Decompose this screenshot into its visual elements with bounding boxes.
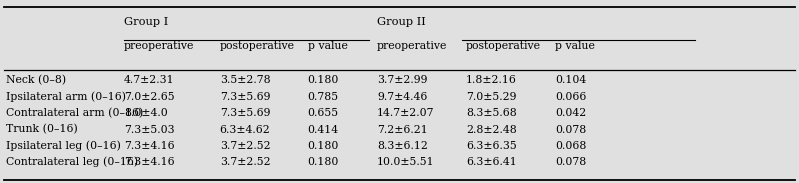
Text: 0.414: 0.414 bbox=[308, 124, 339, 135]
Text: 0.066: 0.066 bbox=[555, 92, 586, 102]
Text: Trunk (0–16): Trunk (0–16) bbox=[6, 124, 78, 135]
Text: 6.3±4.62: 6.3±4.62 bbox=[220, 124, 271, 135]
Text: 7.3±5.03: 7.3±5.03 bbox=[124, 124, 174, 135]
Text: 0.078: 0.078 bbox=[555, 124, 586, 135]
Text: Group I: Group I bbox=[124, 16, 168, 27]
Text: 7.3±4.16: 7.3±4.16 bbox=[124, 141, 174, 151]
Text: p value: p value bbox=[555, 41, 595, 51]
Text: 1.8±2.16: 1.8±2.16 bbox=[466, 75, 517, 85]
Text: Ipsilateral leg (0–16): Ipsilateral leg (0–16) bbox=[6, 140, 121, 151]
Text: 0.180: 0.180 bbox=[308, 75, 339, 85]
Text: 10.0±5.51: 10.0±5.51 bbox=[377, 157, 435, 167]
Text: Neck (0–8): Neck (0–8) bbox=[6, 75, 66, 85]
Text: postoperative: postoperative bbox=[220, 41, 295, 51]
Text: 2.8±2.48: 2.8±2.48 bbox=[466, 124, 517, 135]
Text: 0.785: 0.785 bbox=[308, 92, 339, 102]
Text: 0.655: 0.655 bbox=[308, 108, 339, 118]
Text: 4.7±2.31: 4.7±2.31 bbox=[124, 75, 174, 85]
Text: Contralateral arm (0–16): Contralateral arm (0–16) bbox=[6, 108, 144, 118]
Text: 3.7±2.99: 3.7±2.99 bbox=[377, 75, 427, 85]
Text: Contralateral leg (0–16): Contralateral leg (0–16) bbox=[6, 157, 138, 167]
Text: 0.180: 0.180 bbox=[308, 157, 339, 167]
Text: 6.3±6.41: 6.3±6.41 bbox=[466, 157, 517, 167]
Text: 7.3±4.16: 7.3±4.16 bbox=[124, 157, 174, 167]
Text: 3.7±2.52: 3.7±2.52 bbox=[220, 141, 270, 151]
Text: 0.104: 0.104 bbox=[555, 75, 586, 85]
Text: 0.068: 0.068 bbox=[555, 141, 586, 151]
Text: 3.7±2.52: 3.7±2.52 bbox=[220, 157, 270, 167]
Text: Ipsilateral arm (0–16): Ipsilateral arm (0–16) bbox=[6, 91, 126, 102]
Text: 8.0±4.0: 8.0±4.0 bbox=[124, 108, 168, 118]
Text: 0.078: 0.078 bbox=[555, 157, 586, 167]
Text: 0.180: 0.180 bbox=[308, 141, 339, 151]
Text: 8.3±5.68: 8.3±5.68 bbox=[466, 108, 517, 118]
Text: 7.0±2.65: 7.0±2.65 bbox=[124, 92, 174, 102]
Text: 3.5±2.78: 3.5±2.78 bbox=[220, 75, 270, 85]
Text: Group II: Group II bbox=[377, 16, 426, 27]
Text: postoperative: postoperative bbox=[466, 41, 541, 51]
Text: 7.3±5.69: 7.3±5.69 bbox=[220, 108, 270, 118]
Text: preoperative: preoperative bbox=[377, 41, 447, 51]
Text: 6.3±6.35: 6.3±6.35 bbox=[466, 141, 517, 151]
Text: preoperative: preoperative bbox=[124, 41, 194, 51]
Text: p value: p value bbox=[308, 41, 348, 51]
Text: 7.2±6.21: 7.2±6.21 bbox=[377, 124, 428, 135]
Text: 9.7±4.46: 9.7±4.46 bbox=[377, 92, 427, 102]
Text: 7.0±5.29: 7.0±5.29 bbox=[466, 92, 516, 102]
Text: 8.3±6.12: 8.3±6.12 bbox=[377, 141, 428, 151]
Text: 7.3±5.69: 7.3±5.69 bbox=[220, 92, 270, 102]
Text: 0.042: 0.042 bbox=[555, 108, 586, 118]
Text: 14.7±2.07: 14.7±2.07 bbox=[377, 108, 435, 118]
